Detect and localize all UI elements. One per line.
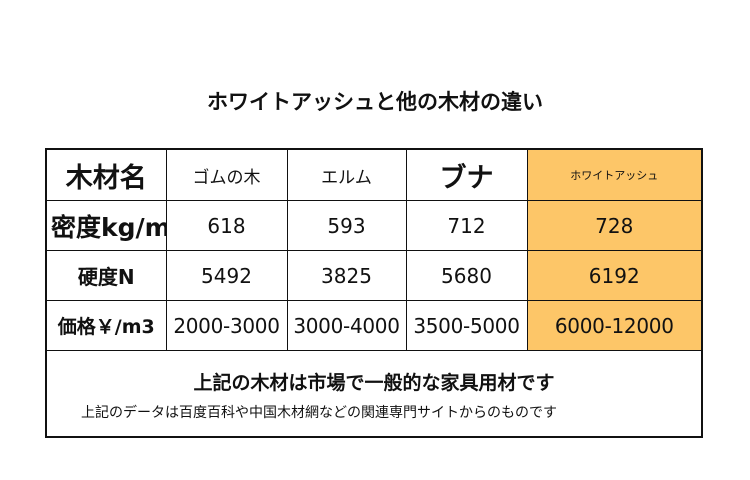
row-label-hardness: 硬度N bbox=[47, 250, 167, 301]
table-row: 価格￥/m3 2000-3000 3000-4000 3500-5000 600… bbox=[47, 300, 701, 351]
table-row: 硬度N 5492 3825 5680 6192 bbox=[47, 250, 701, 301]
header-white-ash: ホワイトアッシュ bbox=[526, 150, 701, 201]
cell-hardness-elm: 3825 bbox=[286, 250, 407, 301]
row-label-price: 価格￥/m3 bbox=[47, 300, 167, 351]
note-common-furniture: 上記の木材は市場で一般的な家具用材です bbox=[193, 372, 555, 394]
header-beech: ブナ bbox=[405, 150, 528, 201]
cell-density-beech: 712 bbox=[405, 200, 528, 251]
table-header-row: 木材名 ゴムの木 エルム ブナ ホワイトアッシュ bbox=[47, 150, 701, 201]
cell-density-rubberwood: 618 bbox=[165, 200, 288, 251]
row-label-density: 密度kg/m bbox=[47, 200, 167, 251]
note-data-source: 上記のデータは百度百科や中国木材網などの関連専門サイトからのものです bbox=[81, 405, 557, 421]
header-rubberwood: ゴムの木 bbox=[165, 150, 288, 201]
cell-hardness-rubberwood: 5492 bbox=[165, 250, 288, 301]
cell-hardness-beech: 5680 bbox=[405, 250, 528, 301]
header-wood-name: 木材名 bbox=[47, 150, 167, 201]
wood-comparison-table: 木材名 ゴムの木 エルム ブナ ホワイトアッシュ 密度kg/m 618 593 … bbox=[47, 150, 701, 351]
comparison-sheet: 木材名 ゴムの木 エルム ブナ ホワイトアッシュ 密度kg/m 618 593 … bbox=[45, 148, 703, 438]
cell-price-rubberwood: 2000-3000 bbox=[165, 300, 288, 351]
cell-price-beech: 3500-5000 bbox=[405, 300, 528, 351]
cell-density-elm: 593 bbox=[286, 200, 407, 251]
header-elm: エルム bbox=[286, 150, 407, 201]
page-title: ホワイトアッシュと他の木材の違い bbox=[207, 90, 543, 114]
cell-hardness-white-ash: 6192 bbox=[526, 250, 701, 301]
cell-density-white-ash: 728 bbox=[526, 200, 701, 251]
cell-price-white-ash: 6000-12000 bbox=[526, 300, 701, 351]
cell-price-elm: 3000-4000 bbox=[286, 300, 407, 351]
table-row: 密度kg/m 618 593 712 728 bbox=[47, 200, 701, 251]
